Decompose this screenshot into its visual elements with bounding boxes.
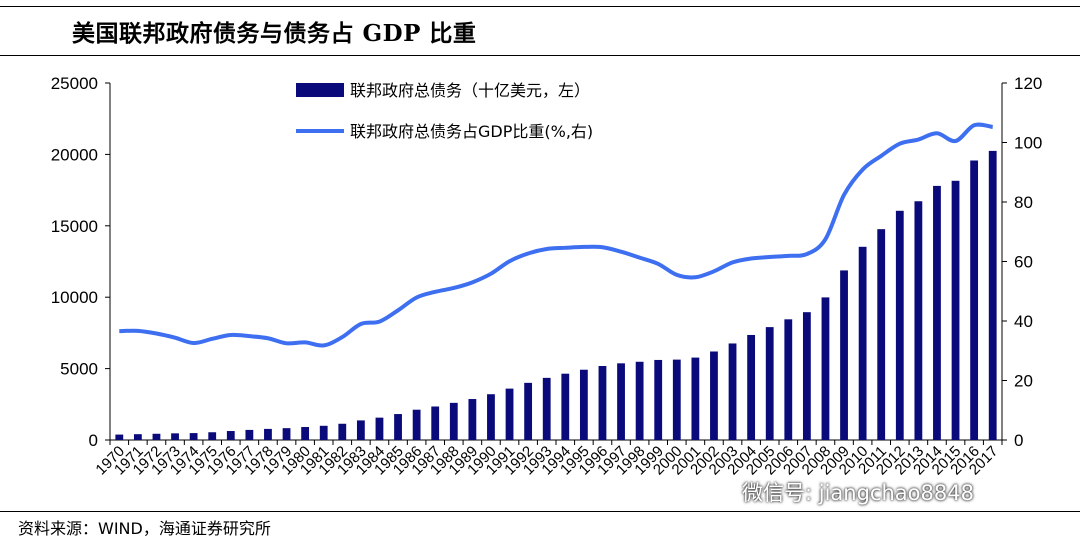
bar <box>784 319 793 440</box>
bar <box>356 420 365 440</box>
bar <box>394 414 402 440</box>
bottom-rule <box>0 511 1080 512</box>
bar <box>245 429 254 440</box>
bar <box>858 246 867 440</box>
bar <box>579 369 588 440</box>
bar <box>840 270 848 440</box>
bar <box>282 428 291 440</box>
bar <box>654 359 663 440</box>
bar <box>226 431 235 440</box>
bar <box>672 359 681 440</box>
bar <box>970 160 979 440</box>
title-rule <box>0 55 1080 56</box>
bar <box>375 417 384 440</box>
left-tick-label: 5000 <box>60 360 98 379</box>
right-tick-label: 40 <box>1014 312 1033 331</box>
source-note: 资料来源：WIND，海通证券研究所 <box>18 519 271 538</box>
bar <box>635 361 644 440</box>
bar <box>152 433 161 440</box>
bar <box>449 402 458 440</box>
right-tick-label: 80 <box>1014 193 1033 212</box>
bar <box>319 425 328 440</box>
bar <box>189 433 198 440</box>
bar <box>412 409 421 440</box>
bar <box>747 334 756 440</box>
bar <box>301 427 310 440</box>
left-tick-label: 25000 <box>51 74 98 93</box>
bar <box>338 423 347 440</box>
bar <box>988 150 997 440</box>
chart-title: 美国联邦政府债务与债务占 GDP 比重 <box>72 20 477 47</box>
bar <box>133 434 142 440</box>
bar <box>914 201 923 440</box>
bar <box>951 180 960 441</box>
bar <box>171 433 179 440</box>
bar <box>895 210 904 440</box>
bar <box>598 366 607 440</box>
right-tick-label: 60 <box>1014 253 1033 272</box>
left-tick-label: 10000 <box>51 288 98 307</box>
bar <box>765 327 774 440</box>
left-tick-label: 0 <box>89 431 98 450</box>
legend-swatch-bar <box>296 83 344 97</box>
bar <box>561 373 570 440</box>
bar <box>431 406 440 440</box>
bar <box>487 394 495 440</box>
watermark: 微信号: jiangchao8848 <box>742 481 974 505</box>
legend-label-line: 联邦政府总债务占GDP比重(%,右) <box>350 122 593 141</box>
bar <box>877 229 886 440</box>
bar <box>710 351 718 440</box>
bar <box>542 377 551 440</box>
bar <box>505 388 514 440</box>
debt-gdp-line <box>119 122 994 348</box>
top-rule <box>0 6 1080 7</box>
bar <box>728 343 737 440</box>
right-tick-label: 120 <box>1014 74 1042 93</box>
right-tick-label: 100 <box>1014 134 1042 153</box>
bar <box>933 185 941 440</box>
right-tick-label: 20 <box>1014 372 1033 391</box>
bar <box>802 312 811 440</box>
bar <box>264 428 272 440</box>
left-tick-label: 20000 <box>51 145 98 164</box>
legend-label-bar: 联邦政府总债务（十亿美元，左） <box>350 81 590 100</box>
right-tick-label: 0 <box>1014 431 1023 450</box>
bar <box>617 363 625 440</box>
bar <box>691 357 700 440</box>
left-tick-label: 15000 <box>51 217 98 236</box>
bar <box>208 432 217 440</box>
bar <box>468 399 477 440</box>
chart-svg: 0 5000 10000 15000 20000 25000 0 20 40 60 80 100 120… <box>51 74 1043 478</box>
bar <box>821 297 830 440</box>
bar <box>524 382 533 440</box>
bar <box>115 434 124 440</box>
